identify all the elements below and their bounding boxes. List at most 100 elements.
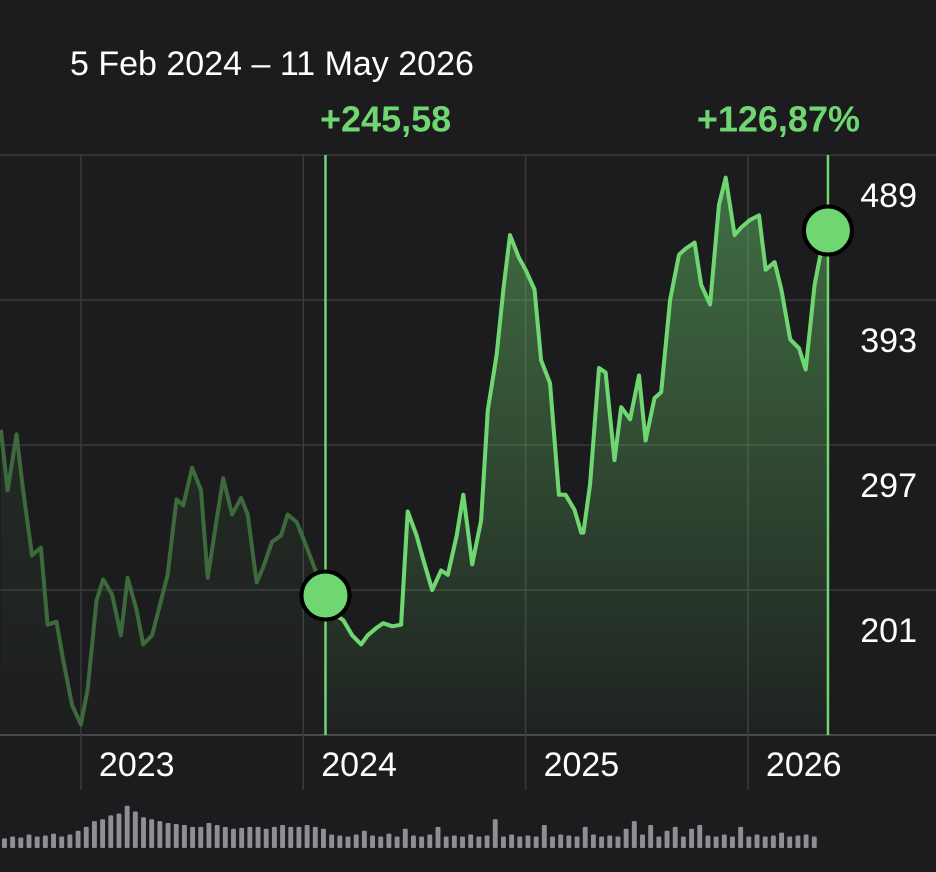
volume-bar <box>762 836 768 848</box>
x-tick-label: 2024 <box>321 746 397 784</box>
volume-bar <box>468 834 474 848</box>
change: +245,58 <box>320 99 451 140</box>
volume-bar <box>484 835 490 848</box>
volume-bar <box>198 826 204 848</box>
volume-bar <box>116 813 122 848</box>
volume-bar <box>754 834 760 848</box>
volume-bar <box>705 835 711 848</box>
volume-bar <box>296 826 302 848</box>
volume-bar <box>337 835 343 848</box>
volume-bar <box>640 834 645 848</box>
volume-bar <box>361 830 367 848</box>
volume-bar <box>321 828 326 848</box>
volume-bar <box>34 836 40 848</box>
volume-bar <box>83 826 89 848</box>
volume-bar <box>42 835 48 848</box>
volume-bar <box>738 826 744 848</box>
volume-bar <box>582 826 588 848</box>
volume-bar <box>124 805 130 848</box>
volume-bar <box>607 835 613 848</box>
volume-bar <box>280 824 286 848</box>
volume-bar <box>411 835 416 848</box>
volume-bar <box>566 835 572 848</box>
volume-bar <box>713 836 719 848</box>
volume-bar <box>476 836 482 848</box>
volume-bar <box>329 834 335 848</box>
x-tick-label: 2025 <box>544 746 620 784</box>
volume-bar <box>165 823 171 848</box>
volume-bar <box>75 830 81 848</box>
volume-bar <box>108 815 114 848</box>
volume-bar <box>157 821 163 848</box>
volume-bar <box>590 834 596 848</box>
volume-bar <box>214 824 220 848</box>
volume-bar <box>370 835 376 848</box>
volume-bar <box>386 833 392 848</box>
volume-bar <box>492 819 498 848</box>
volume-bar <box>689 828 695 848</box>
volume-bar <box>648 824 654 848</box>
line-selected <box>325 175 828 647</box>
volume-bar <box>721 834 727 848</box>
volume-bar <box>525 835 531 848</box>
volume-bar <box>239 827 245 848</box>
volume-bar <box>541 824 547 848</box>
range-dot <box>299 569 352 622</box>
volume-bar <box>353 834 359 848</box>
volume-bar <box>141 817 146 848</box>
x-tick-label: 2026 <box>766 746 842 784</box>
volume-bar <box>247 826 253 848</box>
volume-bar <box>680 836 686 848</box>
volume-bar <box>631 821 637 848</box>
volume-bar <box>222 826 228 848</box>
volume-bar <box>91 821 97 848</box>
volume-bar <box>550 836 555 848</box>
volume-bar <box>10 836 16 848</box>
volume-bar <box>100 819 106 848</box>
volume-bar <box>558 834 564 848</box>
volume-bar <box>51 833 56 848</box>
volume-bar <box>402 828 408 848</box>
volume-bar <box>451 835 457 848</box>
volume-bar <box>59 836 65 848</box>
volume-bar <box>149 819 155 848</box>
volume-bar <box>533 836 539 848</box>
volume-bar <box>26 834 32 848</box>
y-tick-label: 489 <box>860 177 917 215</box>
volume-bar <box>746 836 752 848</box>
volume-bar <box>378 836 384 848</box>
volume-bar <box>173 824 179 848</box>
volume-bar <box>206 823 212 848</box>
x-tick-label: 2023 <box>99 746 175 784</box>
volume-bar <box>770 835 776 848</box>
y-tick-label: 297 <box>860 467 917 505</box>
volume-bar <box>672 826 678 848</box>
volume-bar <box>312 826 318 848</box>
volume-bar <box>623 828 629 848</box>
volume-bar <box>517 836 523 848</box>
volume-bar <box>190 826 196 848</box>
y-tick-label: 201 <box>860 612 917 650</box>
volume-bar <box>271 826 277 848</box>
volume-bar <box>615 836 621 848</box>
y-tick-label: 393 <box>860 322 917 360</box>
volume-bar <box>419 836 425 848</box>
volume-bar <box>787 836 793 848</box>
volume-bar <box>779 832 785 848</box>
area-selected <box>325 177 828 735</box>
volume-bar <box>697 824 703 848</box>
volume-bar <box>394 836 400 848</box>
volume-bar <box>345 836 351 848</box>
volume-bar <box>2 838 7 848</box>
volume-bar <box>231 828 236 848</box>
volume-bar <box>656 836 662 848</box>
volume-bar <box>574 836 580 848</box>
volume-bar <box>263 828 269 848</box>
volume-bar <box>288 826 294 848</box>
range-dot <box>801 204 854 257</box>
volume-bar <box>460 836 465 848</box>
volume-bar <box>132 811 138 848</box>
volume-bar <box>509 834 515 848</box>
volume-bar <box>67 834 73 848</box>
